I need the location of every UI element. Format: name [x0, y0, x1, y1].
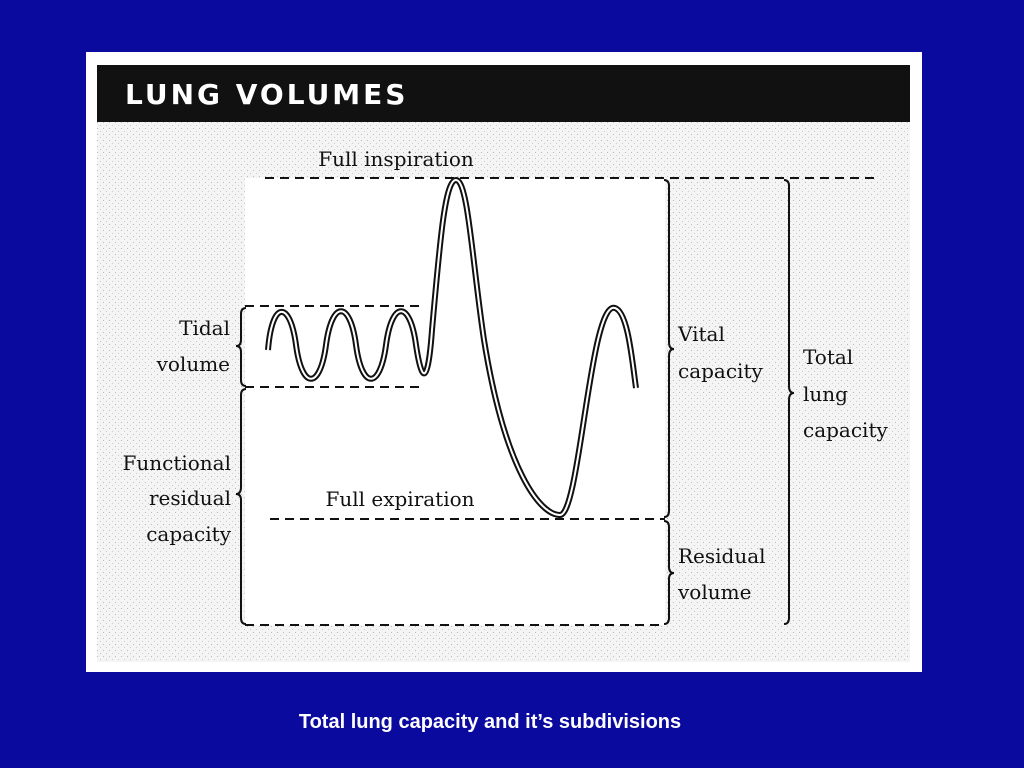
braces	[235, 179, 795, 625]
frc-label: residual	[149, 486, 231, 510]
figure-header	[97, 65, 910, 122]
residual-label: volume	[677, 580, 751, 604]
tlc-label: lung	[803, 382, 848, 406]
frc-label: Functional	[122, 451, 231, 475]
figure-title: LUNG VOLUMES	[125, 78, 408, 111]
residual-label: Residual	[678, 544, 766, 568]
tlc-label: capacity	[803, 418, 888, 442]
vital-label: capacity	[678, 359, 763, 383]
frc-label: capacity	[146, 522, 231, 546]
full-expiration-label: Full expiration	[325, 487, 474, 511]
frc-brace	[235, 388, 247, 625]
labels: Full inspiration Full expiration Tidal v…	[122, 147, 888, 604]
plot-area	[245, 178, 665, 625]
level-lines	[245, 177, 875, 626]
full-inspiration-label: Full inspiration	[318, 147, 474, 171]
trace-inner	[267, 178, 637, 517]
tlc-brace	[783, 179, 795, 625]
slide-caption: Total lung capacity and it’s subdivision…	[299, 711, 681, 733]
residual-brace	[663, 520, 675, 625]
tlc-label: Total	[803, 345, 853, 369]
tidal-label: volume	[156, 352, 230, 376]
vital-label: Vital	[677, 322, 725, 346]
breathing-trace	[265, 176, 639, 519]
tidal-label: Tidal	[179, 316, 230, 340]
tidal-brace	[235, 307, 247, 387]
vital-brace	[663, 179, 675, 518]
